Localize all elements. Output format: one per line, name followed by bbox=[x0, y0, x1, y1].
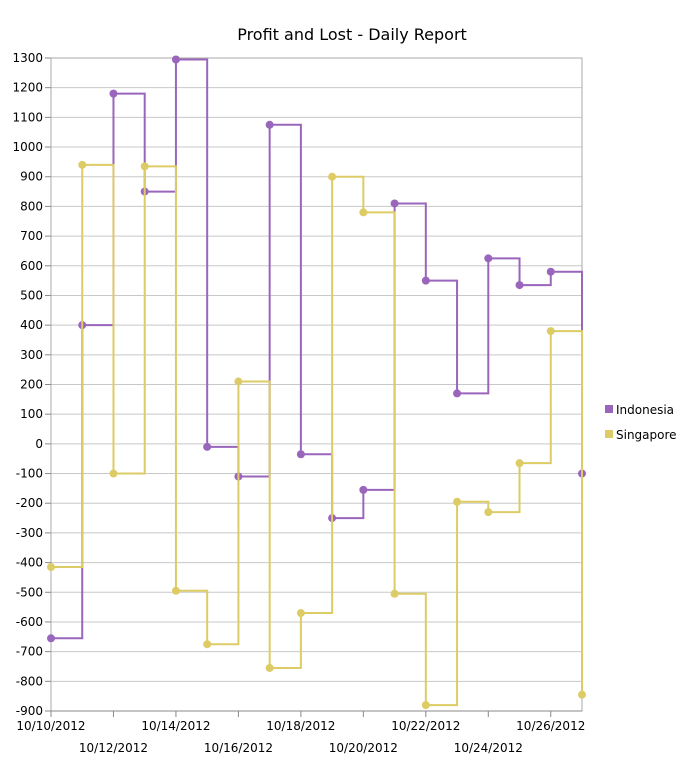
y-tick-label: -400 bbox=[16, 556, 43, 570]
chart-title: Profit and Lost - Daily Report bbox=[237, 25, 467, 44]
y-tick-label: -900 bbox=[16, 704, 43, 718]
x-tick-label: 10/26/2012 bbox=[516, 719, 585, 733]
y-tick-label: 700 bbox=[20, 229, 43, 243]
data-point-indonesia[interactable] bbox=[47, 634, 55, 643]
data-point-singapore[interactable] bbox=[421, 701, 430, 710]
data-point-singapore[interactable] bbox=[390, 589, 399, 598]
series-line-indonesia bbox=[51, 58, 583, 640]
data-point-indonesia[interactable] bbox=[453, 389, 462, 398]
y-tick-label: 600 bbox=[20, 259, 43, 273]
y-tick-label: -700 bbox=[16, 645, 43, 659]
y-tick-label: 1200 bbox=[12, 81, 43, 95]
series-line-singapore bbox=[51, 163, 583, 707]
x-tick-label: 10/12/2012 bbox=[79, 741, 148, 755]
y-tick-label: 1000 bbox=[12, 140, 43, 154]
series-layer bbox=[47, 55, 586, 710]
y-tick-label: 100 bbox=[20, 407, 43, 421]
data-point-singapore[interactable] bbox=[47, 563, 55, 572]
y-tick-label: 1300 bbox=[12, 51, 43, 65]
y-tick-label: 500 bbox=[20, 288, 43, 302]
data-point-indonesia[interactable] bbox=[390, 199, 399, 208]
x-tick-label: 10/20/2012 bbox=[329, 741, 398, 755]
y-tick-label: 300 bbox=[20, 348, 43, 362]
y-tick-label: 900 bbox=[20, 170, 43, 184]
data-point-indonesia[interactable] bbox=[359, 485, 368, 494]
data-point-singapore[interactable] bbox=[171, 586, 180, 595]
legend-swatch-indonesia bbox=[605, 405, 613, 413]
x-tick-label: 10/22/2012 bbox=[391, 719, 460, 733]
x-tick-label: 10/16/2012 bbox=[204, 741, 273, 755]
data-point-singapore[interactable] bbox=[359, 208, 368, 217]
data-point-indonesia[interactable] bbox=[265, 120, 274, 129]
y-tick-label: -100 bbox=[16, 467, 43, 481]
legend[interactable]: Indonesia Singapore bbox=[605, 403, 677, 442]
data-point-singapore[interactable] bbox=[78, 160, 87, 169]
data-point-indonesia[interactable] bbox=[109, 89, 118, 98]
y-tick-label: -200 bbox=[16, 496, 43, 510]
x-tick-label: 10/24/2012 bbox=[454, 741, 523, 755]
y-tick-label: 1100 bbox=[12, 110, 43, 124]
data-point-singapore[interactable] bbox=[453, 497, 462, 506]
y-tick-label: -300 bbox=[16, 526, 43, 540]
y-tick-label: 400 bbox=[20, 318, 43, 332]
data-point-singapore[interactable] bbox=[140, 162, 149, 171]
y-tick-label: 200 bbox=[20, 378, 43, 392]
data-point-singapore[interactable] bbox=[484, 508, 493, 517]
data-point-singapore[interactable] bbox=[296, 609, 305, 618]
grid-layer bbox=[50, 57, 583, 712]
data-point-indonesia[interactable] bbox=[421, 276, 430, 285]
data-point-indonesia[interactable] bbox=[203, 442, 212, 451]
axis-layer: -900 -800 -700 -600 -500 -400 -300 -200 -100 0 100… bbox=[12, 51, 585, 755]
data-point-indonesia[interactable] bbox=[515, 281, 524, 290]
legend-item-singapore[interactable]: Singapore bbox=[605, 428, 677, 442]
data-point-singapore[interactable] bbox=[515, 459, 524, 468]
legend-label-indonesia: Indonesia bbox=[616, 403, 674, 417]
data-point-indonesia[interactable] bbox=[171, 55, 180, 64]
y-tick-label: 0 bbox=[35, 437, 43, 451]
data-point-indonesia[interactable] bbox=[296, 450, 305, 459]
data-point-singapore[interactable] bbox=[265, 663, 274, 672]
data-point-singapore[interactable] bbox=[328, 172, 337, 181]
data-point-singapore[interactable] bbox=[109, 469, 118, 478]
legend-label-singapore: Singapore bbox=[616, 428, 677, 442]
data-point-singapore[interactable] bbox=[203, 640, 212, 649]
legend-item-indonesia[interactable]: Indonesia bbox=[605, 403, 674, 417]
x-tick-label: 10/10/2012 bbox=[16, 719, 85, 733]
legend-swatch-singapore bbox=[605, 430, 613, 438]
data-point-singapore[interactable] bbox=[546, 327, 555, 336]
y-tick-label: -500 bbox=[16, 585, 43, 599]
y-tick-label: -800 bbox=[16, 674, 43, 688]
data-point-indonesia[interactable] bbox=[484, 254, 493, 263]
data-point-singapore[interactable] bbox=[234, 377, 243, 386]
y-tick-label: -600 bbox=[16, 615, 43, 629]
y-tick-label: 800 bbox=[20, 199, 43, 213]
data-point-indonesia[interactable] bbox=[546, 267, 555, 276]
x-tick-label: 10/18/2012 bbox=[266, 719, 335, 733]
data-point-singapore[interactable] bbox=[578, 690, 586, 699]
x-tick-label: 10/14/2012 bbox=[141, 719, 210, 733]
